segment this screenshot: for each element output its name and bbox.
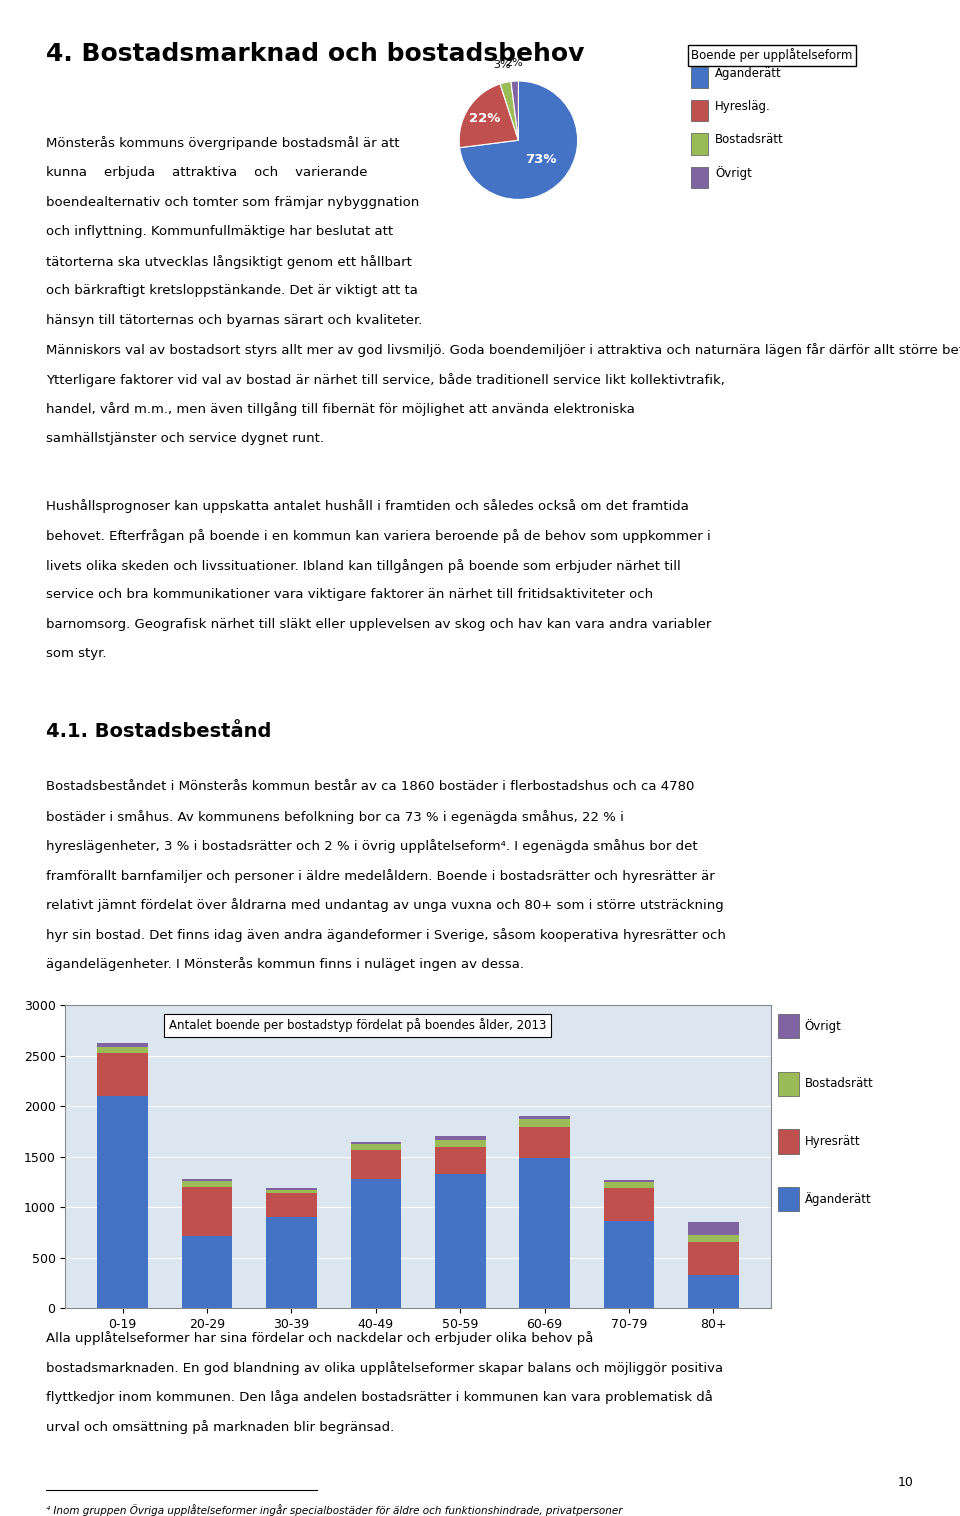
Text: Hyresrätt: Hyresrätt (804, 1135, 860, 1148)
Text: ägandelägenheter. I Mönsterås kommun finns i nuläget ingen av dessa.: ägandelägenheter. I Mönsterås kommun fin… (46, 958, 524, 972)
Text: 4. Bostadsmarknad och bostadsbehov: 4. Bostadsmarknad och bostadsbehov (46, 42, 585, 67)
Text: service och bra kommunikationer vara viktigare faktorer än närhet till fritidsak: service och bra kommunikationer vara vik… (46, 588, 653, 602)
Text: 3%: 3% (492, 61, 511, 70)
Bar (604, 1222, 655, 1308)
Text: Antalet boende per bostadstyp fördelat på boendes ålder, 2013: Antalet boende per bostadstyp fördelat p… (169, 1019, 546, 1032)
Wedge shape (511, 80, 518, 141)
Text: hänsyn till tätorternas och byarnas särart och kvaliteter.: hänsyn till tätorternas och byarnas sära… (46, 314, 422, 327)
Text: 10: 10 (898, 1475, 914, 1489)
Bar (435, 1173, 486, 1308)
Bar (435, 1137, 486, 1140)
Text: Övrigt: Övrigt (804, 1019, 841, 1034)
Bar (604, 1189, 655, 1222)
Bar (688, 1275, 739, 1308)
Bar (604, 1182, 655, 1189)
Text: Äganderätt: Äganderätt (715, 65, 782, 80)
Bar (435, 1140, 486, 1146)
Text: handel, vård m.m., men även tillgång till fibernät för möjlighet att använda ele: handel, vård m.m., men även tillgång til… (46, 403, 635, 417)
Text: boendealternativ och tomter som främjar nybyggnation: boendealternativ och tomter som främjar … (46, 196, 420, 209)
Bar (519, 1119, 570, 1128)
Bar (181, 1179, 232, 1181)
Bar (688, 1234, 739, 1242)
Bar (688, 1222, 739, 1234)
Text: 4.1. Bostadsbestånd: 4.1. Bostadsbestånd (46, 723, 272, 741)
Bar (266, 1217, 317, 1308)
Text: hyr sin bostad. Det finns idag även andra ägandeformer i Sverige, såsom kooperat: hyr sin bostad. Det finns idag även andr… (46, 928, 726, 941)
Text: livets olika skeden och livssituationer. Ibland kan tillgången på boende som erb: livets olika skeden och livssituationer.… (46, 559, 681, 573)
Text: bostadsmarknaden. En god blandning av olika upplåtelseformer skapar balans och m: bostadsmarknaden. En god blandning av ol… (46, 1361, 723, 1375)
Bar (266, 1193, 317, 1217)
Bar (350, 1149, 401, 1179)
Text: Bostadsbeståndet i Mönsterås kommun består av ca 1860 bostäder i flerbostadshus : Bostadsbeståndet i Mönsterås kommun best… (46, 781, 694, 793)
Text: relativt jämnt fördelat över åldrarna med undantag av unga vuxna och 80+ som i s: relativt jämnt fördelat över åldrarna me… (46, 899, 724, 913)
Text: kunna    erbjuda    attraktiva    och    varierande: kunna erbjuda attraktiva och varierande (46, 167, 368, 179)
Text: 22%: 22% (468, 112, 500, 126)
Text: Hushållsprognoser kan uppskatta antalet hushåll i framtiden och således också om: Hushållsprognoser kan uppskatta antalet … (46, 500, 689, 514)
Bar (435, 1146, 486, 1173)
Text: behovet. Efterfrågan på boende i en kommun kan variera beroende på de behov som : behovet. Efterfrågan på boende i en komm… (46, 529, 710, 543)
Bar (350, 1179, 401, 1308)
Text: Hyresläg.: Hyresläg. (715, 100, 771, 112)
Text: Mönsterås kommuns övergripande bostadsmål är att: Mönsterås kommuns övergripande bostadsmå… (46, 136, 399, 150)
Text: Bostadsrätt: Bostadsrätt (804, 1078, 874, 1090)
Text: Övrigt: Övrigt (715, 165, 752, 180)
Bar (97, 1052, 148, 1096)
Bar (181, 1181, 232, 1187)
Text: bostäder i småhus. Av kommunens befolkning bor ca 73 % i egenägda småhus, 22 % i: bostäder i småhus. Av kommunens befolkni… (46, 810, 624, 823)
Bar (266, 1189, 317, 1190)
Bar (519, 1158, 570, 1308)
Text: hyreslägenheter, 3 % i bostadsrätter och 2 % i övrig upplåtelseform⁴. I egenägda: hyreslägenheter, 3 % i bostadsrätter och… (46, 840, 698, 854)
Text: Alla upplåtelseformer har sina fördelar och nackdelar och erbjuder olika behov p: Alla upplåtelseformer har sina fördelar … (46, 1331, 593, 1345)
Text: som styr.: som styr. (46, 647, 107, 661)
Bar (181, 1187, 232, 1236)
Bar (97, 1046, 148, 1052)
Text: och inflyttning. Kommunfullmäktige har beslutat att: och inflyttning. Kommunfullmäktige har b… (46, 226, 394, 238)
Bar (519, 1128, 570, 1158)
Text: framförallt barnfamiljer och personer i äldre medelåldern. Boende i bostadsrätte: framförallt barnfamiljer och personer i … (46, 869, 715, 882)
Text: tätorterna ska utvecklas långsiktigt genom ett hållbart: tätorterna ska utvecklas långsiktigt gen… (46, 255, 412, 268)
Text: Människors val av bostadsort styrs allt mer av god livsmiljö. Goda boendemiljöer: Människors val av bostadsort styrs allt … (46, 344, 960, 358)
Text: Ytterligare faktorer vid val av bostad är närhet till service, både traditionell: Ytterligare faktorer vid val av bostad ä… (46, 373, 725, 387)
Text: Bostadsrätt: Bostadsrätt (715, 133, 784, 146)
Bar (266, 1190, 317, 1193)
Wedge shape (459, 83, 518, 147)
Text: och bärkraftigt kretsloppstänkande. Det är viktigt att ta: och bärkraftigt kretsloppstänkande. Det … (46, 285, 418, 297)
Bar (688, 1242, 739, 1275)
Text: flyttkedjor inom kommunen. Den låga andelen bostadsrätter i kommunen kan vara pr: flyttkedjor inom kommunen. Den låga ande… (46, 1390, 713, 1404)
Bar (350, 1142, 401, 1145)
Text: Boende per upplåtelseform: Boende per upplåtelseform (691, 49, 852, 62)
Text: 2%: 2% (505, 59, 522, 68)
Bar (519, 1116, 570, 1119)
Wedge shape (460, 80, 578, 200)
Text: barnomsorg. Geografisk närhet till släkt eller upplevelsen av skog och hav kan v: barnomsorg. Geografisk närhet till släkt… (46, 619, 711, 631)
Text: urval och omsättning på marknaden blir begränsad.: urval och omsättning på marknaden blir b… (46, 1420, 395, 1434)
Bar (97, 1043, 148, 1046)
Bar (604, 1179, 655, 1182)
Bar (97, 1096, 148, 1308)
Bar (181, 1236, 232, 1308)
Text: Äganderätt: Äganderätt (804, 1192, 872, 1207)
Text: samhällstjänster och service dygnet runt.: samhällstjänster och service dygnet runt… (46, 432, 324, 446)
Bar (350, 1145, 401, 1149)
Text: ⁴ Inom gruppen Övriga upplåtelseformer ingår specialbostäder för äldre och funkt: ⁴ Inom gruppen Övriga upplåtelseformer i… (46, 1504, 623, 1516)
Wedge shape (500, 82, 518, 141)
Text: 73%: 73% (525, 153, 557, 167)
